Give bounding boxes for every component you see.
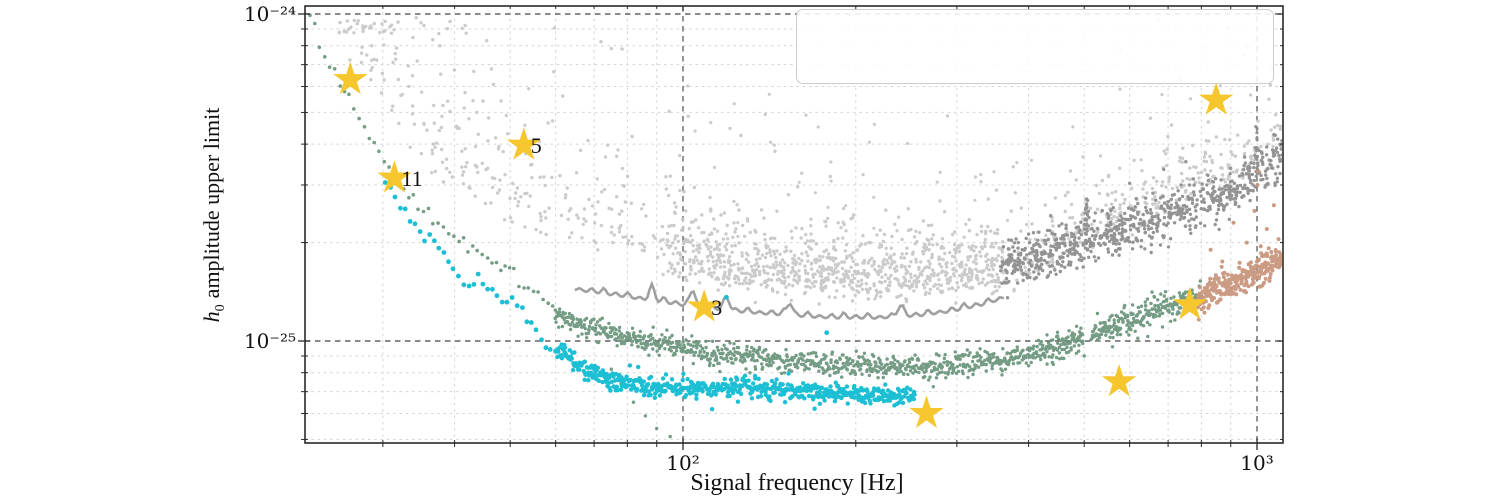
hardware-injection-star-marker (377, 160, 412, 193)
x-tick-label-100: 10² (666, 451, 700, 475)
series-this-search (382, 180, 917, 412)
hardware-injection-star-marker (1102, 363, 1137, 397)
hardware-injection-star-marker (1172, 286, 1207, 320)
series-mcgloughlin (1196, 169, 1282, 322)
plot-frame (304, 5, 1284, 444)
series-steltner (308, 13, 1204, 439)
hardware-injection-star-marker (1199, 82, 1234, 115)
hardware-injection-star-marker (687, 289, 722, 322)
series-abbott-curve (574, 280, 1005, 321)
legend: Abbott et al. (2022) Steltner et al. (20… (796, 9, 1274, 84)
x-axis-title: Signal frequency [Hz] (690, 470, 904, 496)
x-tick-label-1000: 10³ (1240, 451, 1274, 475)
y-axis-title-sub: 0 (213, 304, 229, 312)
y-tick-label-1e-24: 10⁻²⁴ (243, 2, 296, 26)
hardware-injection-label: 3 (711, 295, 722, 320)
series-hardware-injections: 11 5 3 (333, 61, 1234, 429)
hardware-injection-label: 5 (531, 133, 542, 158)
y-axis-title-rest: amplitude upper limit (198, 107, 224, 299)
hardware-injection-star-marker (333, 61, 368, 95)
axis-ticks (298, 6, 1283, 450)
y-axis-title-h: h (198, 311, 224, 323)
hardware-injection-label: 11 (401, 166, 422, 191)
hardware-injection-star-marker (506, 127, 541, 160)
y-axis-title: h0 amplitude upper limit (199, 108, 229, 323)
series-abbott (337, 16, 1282, 308)
hardware-injection-star-marker (909, 395, 944, 429)
y-tick-label-1e-25: 10⁻²⁵ (243, 329, 296, 353)
